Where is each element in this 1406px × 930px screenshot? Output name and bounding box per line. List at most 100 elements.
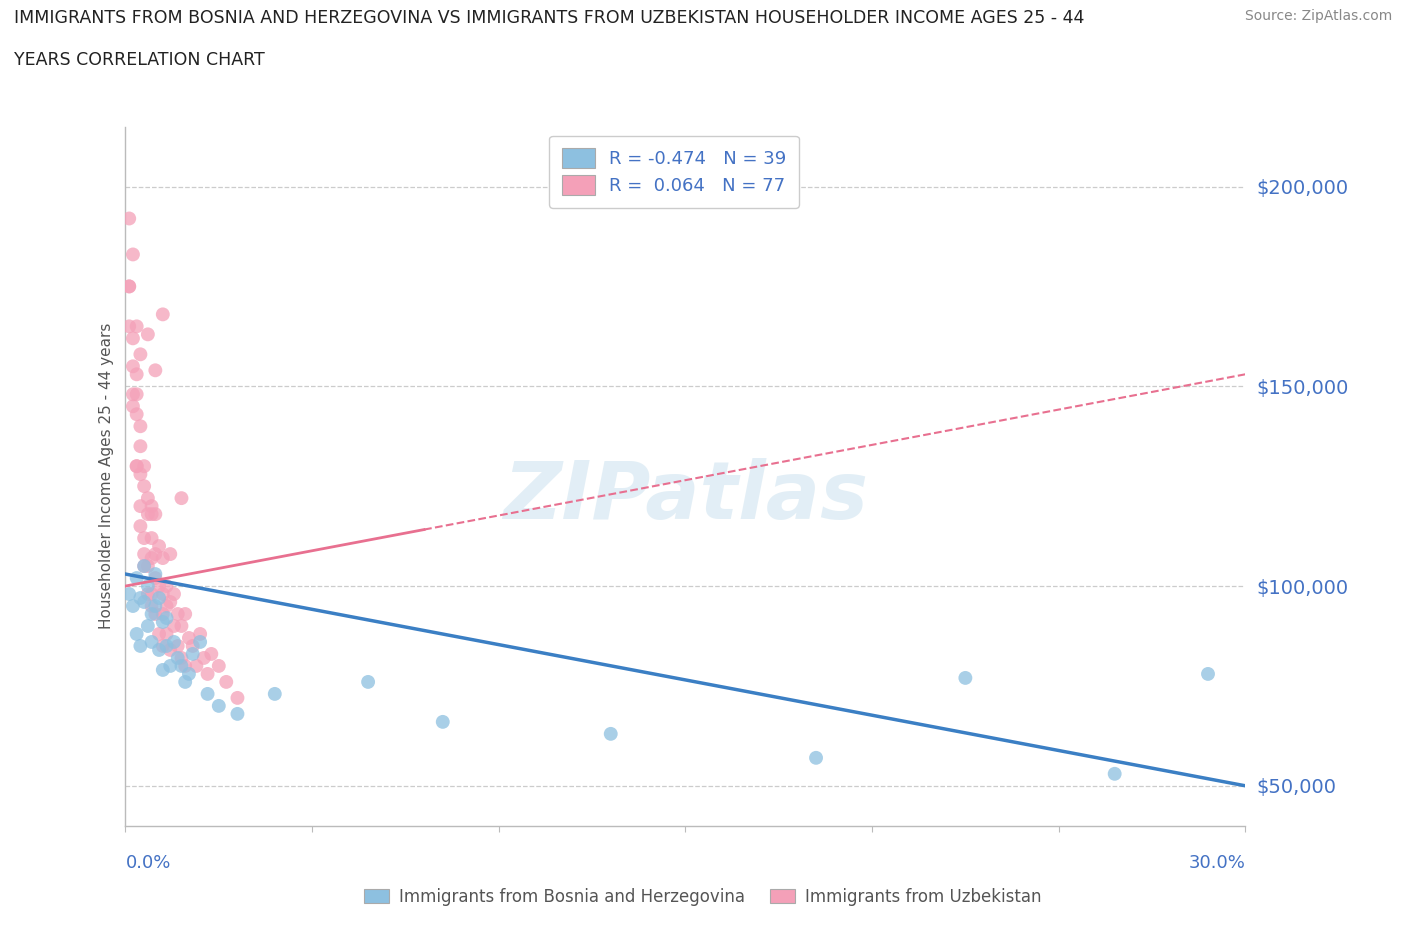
- Point: [134, 559, 156, 574]
- Point: [129, 639, 152, 654]
- Point: [143, 547, 166, 562]
- Point: [226, 690, 249, 705]
- Point: [129, 347, 152, 362]
- Point: [143, 507, 166, 522]
- Point: [129, 498, 152, 513]
- Point: [143, 606, 166, 621]
- Point: [148, 578, 170, 593]
- Point: [143, 363, 166, 378]
- Point: [163, 618, 186, 633]
- Point: [134, 559, 156, 574]
- Point: [129, 591, 152, 605]
- Point: [197, 667, 219, 682]
- Point: [159, 547, 181, 562]
- Point: [804, 751, 827, 765]
- Point: [188, 634, 211, 649]
- Point: [118, 60, 141, 74]
- Point: [208, 698, 231, 713]
- Point: [118, 319, 141, 334]
- Point: [136, 587, 159, 602]
- Point: [188, 627, 211, 642]
- Point: [125, 458, 148, 473]
- Point: [136, 618, 159, 633]
- Point: [155, 611, 177, 626]
- Point: [129, 439, 152, 454]
- Point: [143, 599, 166, 614]
- Point: [141, 507, 163, 522]
- Point: [141, 531, 163, 546]
- Point: [141, 606, 163, 621]
- Point: [181, 639, 204, 654]
- Point: [432, 714, 454, 729]
- Point: [134, 531, 156, 546]
- Point: [159, 594, 181, 609]
- Point: [166, 639, 188, 654]
- Point: [226, 707, 249, 722]
- Point: [215, 674, 238, 689]
- Text: IMMIGRANTS FROM BOSNIA AND HERZEGOVINA VS IMMIGRANTS FROM UZBEKISTAN HOUSEHOLDER: IMMIGRANTS FROM BOSNIA AND HERZEGOVINA V…: [14, 9, 1084, 27]
- Point: [141, 599, 163, 614]
- Point: [125, 406, 148, 421]
- Point: [122, 100, 145, 114]
- Point: [122, 331, 145, 346]
- Point: [152, 587, 174, 602]
- Point: [152, 615, 174, 630]
- Text: YEARS CORRELATION CHART: YEARS CORRELATION CHART: [14, 51, 264, 69]
- Point: [141, 498, 163, 513]
- Text: ZIPatlas: ZIPatlas: [503, 458, 868, 537]
- Point: [129, 519, 152, 534]
- Point: [955, 671, 977, 685]
- Point: [170, 658, 193, 673]
- Point: [170, 650, 193, 665]
- Point: [129, 467, 152, 482]
- Point: [181, 646, 204, 661]
- Point: [122, 387, 145, 402]
- Point: [125, 366, 148, 381]
- Point: [174, 606, 197, 621]
- Point: [136, 559, 159, 574]
- Point: [148, 643, 170, 658]
- Point: [136, 491, 159, 506]
- Point: [1104, 766, 1126, 781]
- Point: [357, 674, 380, 689]
- Point: [163, 587, 186, 602]
- Point: [155, 627, 177, 642]
- Point: [170, 618, 193, 633]
- Point: [122, 247, 145, 262]
- Point: [125, 627, 148, 642]
- Legend: R = -0.474   N = 39, R =  0.064   N = 77: R = -0.474 N = 39, R = 0.064 N = 77: [550, 136, 799, 208]
- Point: [155, 578, 177, 593]
- Point: [125, 458, 148, 473]
- Point: [141, 587, 163, 602]
- Text: 0.0%: 0.0%: [125, 854, 172, 871]
- Point: [134, 458, 156, 473]
- Point: [122, 399, 145, 414]
- Point: [166, 650, 188, 665]
- Point: [136, 327, 159, 342]
- Point: [134, 479, 156, 494]
- Point: [125, 319, 148, 334]
- Point: [141, 551, 163, 565]
- Point: [125, 571, 148, 586]
- Point: [118, 279, 141, 294]
- Point: [208, 658, 231, 673]
- Point: [118, 587, 141, 602]
- Point: [148, 627, 170, 642]
- Point: [152, 639, 174, 654]
- Point: [141, 634, 163, 649]
- Point: [148, 538, 170, 553]
- Point: [177, 667, 200, 682]
- Point: [152, 662, 174, 677]
- Point: [134, 594, 156, 609]
- Point: [170, 491, 193, 506]
- Point: [122, 599, 145, 614]
- Point: [152, 606, 174, 621]
- Point: [174, 674, 197, 689]
- Point: [166, 606, 188, 621]
- Point: [118, 211, 141, 226]
- Point: [143, 566, 166, 581]
- Point: [197, 686, 219, 701]
- Y-axis label: Householder Income Ages 25 - 44 years: Householder Income Ages 25 - 44 years: [100, 323, 114, 630]
- Legend: Immigrants from Bosnia and Herzegovina, Immigrants from Uzbekistan: Immigrants from Bosnia and Herzegovina, …: [357, 881, 1049, 912]
- Point: [599, 726, 621, 741]
